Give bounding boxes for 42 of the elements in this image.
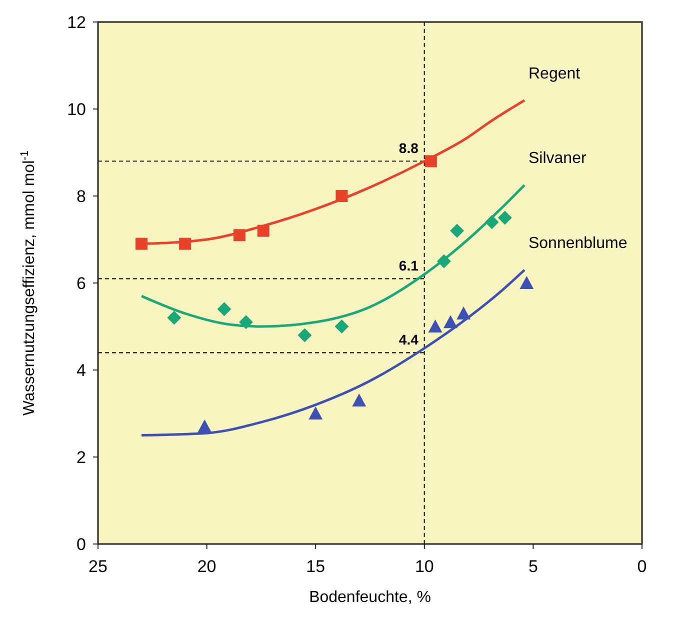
ref-line-label: 4.4 [398,332,419,348]
y-tick-label: 12 [67,13,86,32]
point [136,238,148,250]
point [298,328,312,342]
series-label: Sonnenblume [528,234,628,252]
series-label: Regent [528,65,581,82]
y-tick-label: 6 [76,274,86,293]
x-tick-label: 25 [88,557,108,576]
x-tick-label: 10 [414,557,434,576]
point [520,276,534,289]
ref-line-label: 6.1 [398,258,419,274]
point [352,393,366,406]
y-tick-label: 8 [76,187,86,206]
point [198,420,212,433]
series-label: Silvaner [528,150,587,168]
ref-line-label: 8.8 [398,140,419,156]
x-tick-label: 0 [637,557,647,576]
x-tick-label: 15 [306,557,326,576]
x-tick-label: 5 [528,557,538,576]
point [217,302,232,316]
x-axis-title: Bodenfeuchte, % [309,589,431,606]
y-tick-label: 4 [76,361,86,380]
point [336,190,348,202]
point [484,215,499,230]
x-tick-label: 20 [197,557,216,576]
point [334,320,349,334]
point [436,254,451,268]
point [257,224,270,237]
y-tick-label: 2 [76,448,86,467]
point [233,229,246,242]
y-tick-label: 0 [76,535,86,554]
point [167,310,182,325]
y-tick-label: 10 [67,100,86,119]
point [456,306,471,320]
point [308,406,323,420]
point [179,238,192,250]
point [238,315,253,330]
point [428,320,442,332]
point [498,210,512,225]
point [444,315,458,328]
point [424,155,437,168]
point [450,224,464,238]
